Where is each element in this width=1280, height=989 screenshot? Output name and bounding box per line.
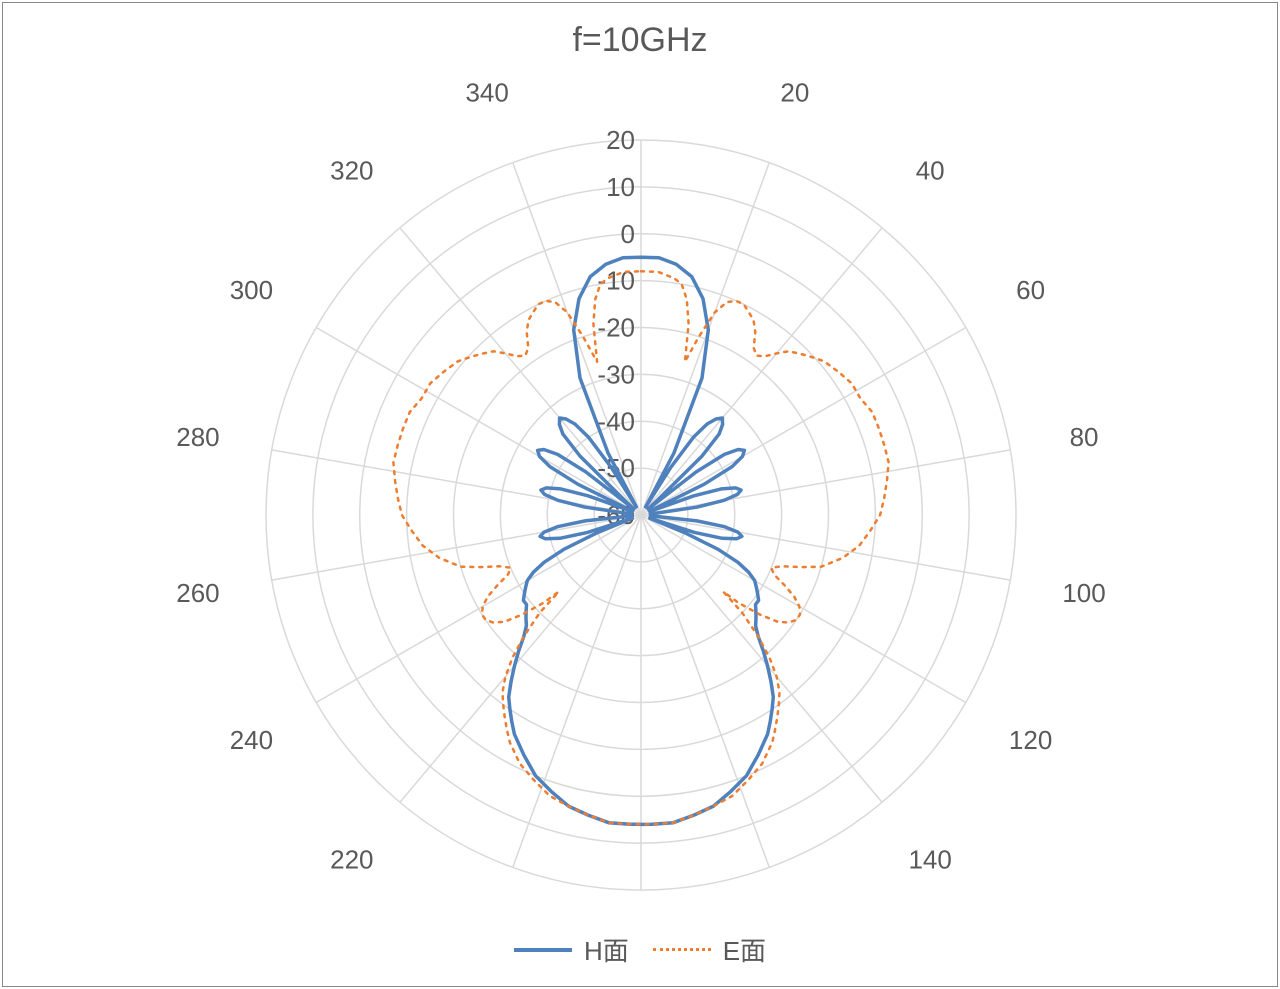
angle-tick-label: 220: [330, 845, 373, 875]
grid-spoke: [641, 515, 882, 802]
grid-spoke: [641, 228, 882, 515]
legend-label: E面: [723, 931, 766, 968]
radial-tick-label: -40: [597, 406, 635, 436]
angle-tick-label: 60: [1016, 275, 1045, 305]
polar-chart: 0204060801001201401601802002202402602803…: [3, 83, 1279, 923]
angle-tick-label: 300: [230, 275, 273, 305]
angle-tick-label: 320: [330, 155, 373, 185]
angle-tick-label: 340: [465, 83, 508, 107]
grid-spoke: [513, 515, 641, 867]
radial-tick-label: 20: [606, 125, 635, 155]
angle-tick-label: 120: [1009, 725, 1052, 755]
radial-tick-label: -20: [597, 313, 635, 343]
legend-item: E面: [653, 931, 766, 968]
grid-spoke: [400, 515, 641, 802]
legend-swatch: [653, 948, 711, 951]
radial-tick-label: -30: [597, 359, 635, 389]
radial-tick-label: 10: [606, 172, 635, 202]
chart-frame: f=10GHz 02040608010012014016018020022024…: [2, 2, 1278, 987]
grid-spoke: [641, 163, 769, 515]
angle-tick-label: 260: [176, 578, 219, 608]
angle-tick-label: 140: [908, 845, 951, 875]
legend-label: H面: [584, 931, 629, 968]
angle-tick-label: 20: [780, 83, 809, 107]
legend-swatch: [514, 948, 572, 952]
grid-spoke: [641, 515, 769, 867]
chart-title: f=10GHz: [3, 21, 1277, 60]
radial-tick-label: 0: [621, 219, 635, 249]
angle-tick-label: 40: [916, 155, 945, 185]
angle-tick-label: 280: [176, 422, 219, 452]
angle-tick-label: 240: [230, 725, 273, 755]
legend-item: H面: [514, 931, 629, 968]
angle-tick-label: 100: [1062, 578, 1105, 608]
legend: H面 E面: [3, 931, 1277, 968]
angle-tick-label: 80: [1070, 422, 1099, 452]
